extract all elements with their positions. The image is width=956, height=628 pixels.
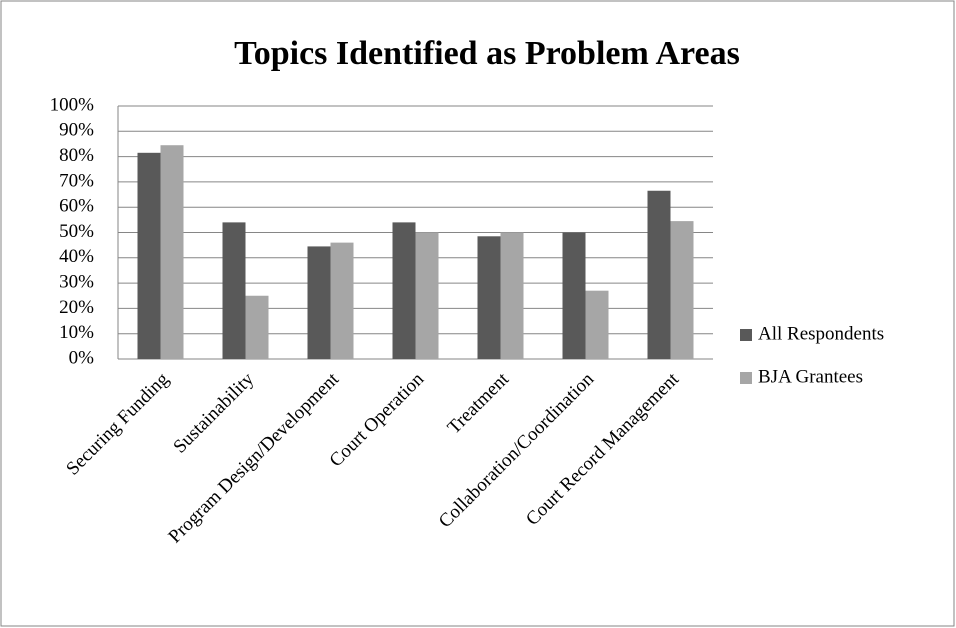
y-tick-label: 40% bbox=[59, 246, 94, 267]
bar bbox=[392, 222, 416, 359]
y-tick-label: 90% bbox=[59, 120, 94, 141]
y-tick-label: 20% bbox=[59, 297, 94, 318]
legend-swatch bbox=[740, 329, 752, 341]
bar bbox=[585, 290, 609, 359]
legend-swatch bbox=[740, 372, 752, 384]
y-tick-label: 80% bbox=[59, 145, 94, 166]
y-tick-label: 0% bbox=[69, 347, 95, 368]
bar bbox=[245, 295, 269, 359]
bar bbox=[670, 221, 694, 359]
bar bbox=[160, 145, 184, 359]
legend-label: BJA Grantees bbox=[758, 366, 863, 387]
bar bbox=[137, 152, 161, 359]
y-tick-label: 10% bbox=[59, 322, 94, 343]
legend-label: All Respondents bbox=[758, 323, 884, 344]
y-tick-label: 50% bbox=[59, 221, 94, 242]
bar bbox=[222, 222, 246, 359]
bar bbox=[477, 236, 501, 359]
bar bbox=[562, 232, 586, 359]
bar bbox=[500, 232, 524, 359]
bar bbox=[415, 232, 439, 359]
y-tick-label: 70% bbox=[59, 170, 94, 191]
bar bbox=[647, 190, 671, 359]
y-tick-label: 100% bbox=[50, 94, 95, 115]
chart-title: Topics Identified as Problem Areas bbox=[234, 35, 740, 72]
y-tick-label: 60% bbox=[59, 196, 94, 217]
bar bbox=[330, 242, 354, 359]
y-tick-label: 30% bbox=[59, 271, 94, 292]
bar bbox=[307, 246, 331, 359]
